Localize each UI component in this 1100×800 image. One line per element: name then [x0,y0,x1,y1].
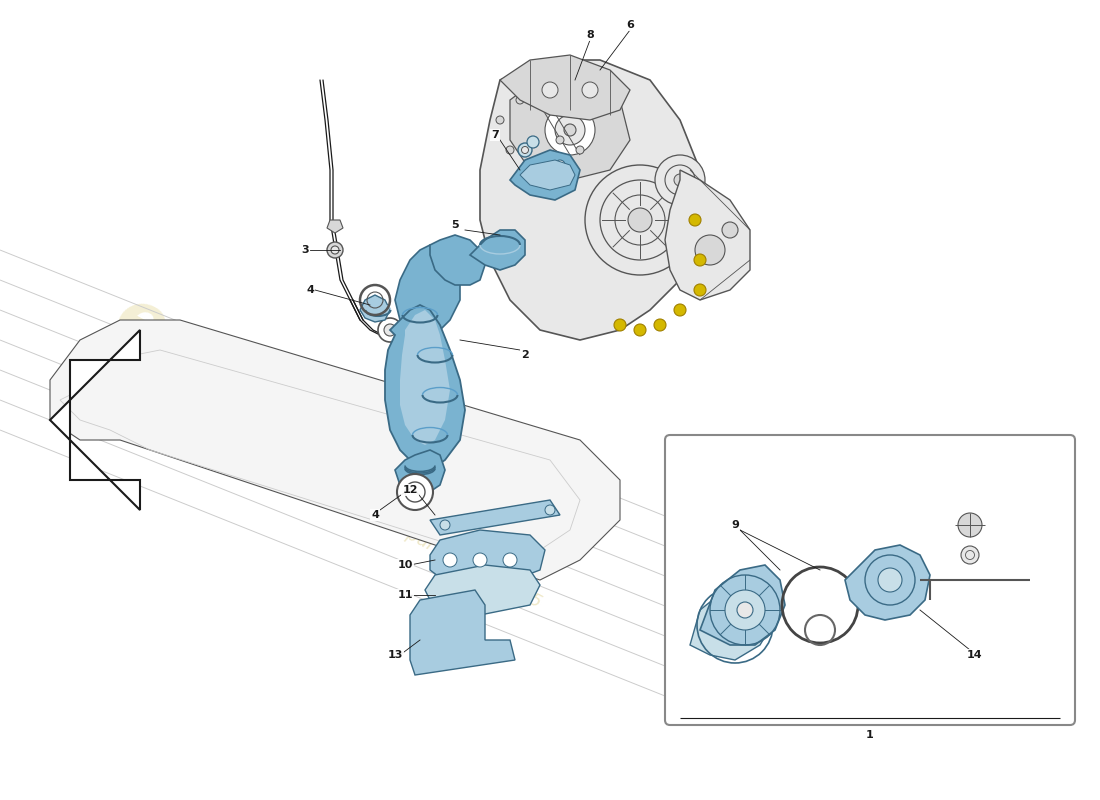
Circle shape [473,553,487,567]
Polygon shape [50,330,140,510]
Circle shape [674,174,686,186]
Polygon shape [385,305,465,470]
Circle shape [544,105,595,155]
Circle shape [958,513,982,537]
Polygon shape [425,565,540,615]
Circle shape [440,520,450,530]
Text: 5: 5 [451,220,459,230]
Circle shape [634,324,646,336]
Text: 11: 11 [397,590,412,600]
Circle shape [628,208,652,232]
Text: 13: 13 [387,650,403,660]
Text: 8: 8 [586,30,594,40]
Circle shape [689,214,701,226]
Polygon shape [700,565,785,645]
Polygon shape [690,585,776,660]
Polygon shape [327,220,343,233]
Circle shape [384,324,396,336]
Polygon shape [360,295,390,322]
Circle shape [556,136,564,144]
Circle shape [331,246,339,254]
Circle shape [576,146,584,154]
Text: 4: 4 [306,285,313,295]
Text: 3: 3 [301,245,309,255]
Circle shape [722,222,738,238]
Polygon shape [500,55,630,120]
Circle shape [654,319,666,331]
Circle shape [556,115,585,145]
Circle shape [397,474,433,510]
Text: 1: 1 [866,730,873,740]
Polygon shape [666,170,750,300]
Polygon shape [400,310,450,445]
Polygon shape [845,545,930,620]
Polygon shape [395,245,460,335]
Polygon shape [480,60,700,340]
Polygon shape [470,230,525,270]
Text: 9: 9 [732,520,739,530]
Circle shape [582,82,598,98]
Circle shape [725,590,764,630]
Circle shape [564,124,576,136]
Circle shape [614,319,626,331]
Text: 14: 14 [967,650,982,660]
Circle shape [506,146,514,154]
Circle shape [525,170,535,180]
Polygon shape [430,530,544,585]
Circle shape [378,318,402,342]
Text: 4: 4 [371,510,378,520]
Text: eurospares: eurospares [102,282,538,558]
Circle shape [556,160,565,170]
Circle shape [503,553,517,567]
Text: 6: 6 [626,20,634,30]
Polygon shape [50,320,620,580]
Circle shape [518,143,532,157]
Circle shape [521,146,528,154]
Text: 2: 2 [521,350,529,360]
Circle shape [694,284,706,296]
Circle shape [544,505,556,515]
Text: 7: 7 [491,130,499,140]
Text: 12: 12 [403,485,418,495]
Circle shape [674,304,686,316]
Circle shape [961,546,979,564]
Circle shape [694,254,706,266]
Circle shape [878,568,902,592]
FancyBboxPatch shape [666,435,1075,725]
Circle shape [532,82,548,98]
Circle shape [327,242,343,258]
Polygon shape [430,235,485,285]
Polygon shape [520,160,575,190]
Circle shape [443,553,456,567]
Polygon shape [430,500,560,535]
Text: a passion for parts since 1985: a passion for parts since 1985 [296,468,544,612]
Circle shape [600,180,680,260]
Polygon shape [510,150,580,200]
Circle shape [542,82,558,98]
Circle shape [496,116,504,124]
Circle shape [695,235,725,265]
Circle shape [527,136,539,148]
Circle shape [525,75,556,105]
Circle shape [516,96,524,104]
Polygon shape [410,590,515,675]
Circle shape [654,155,705,205]
Circle shape [737,602,754,618]
Text: 10: 10 [397,560,412,570]
Polygon shape [395,450,446,495]
Polygon shape [510,70,630,180]
